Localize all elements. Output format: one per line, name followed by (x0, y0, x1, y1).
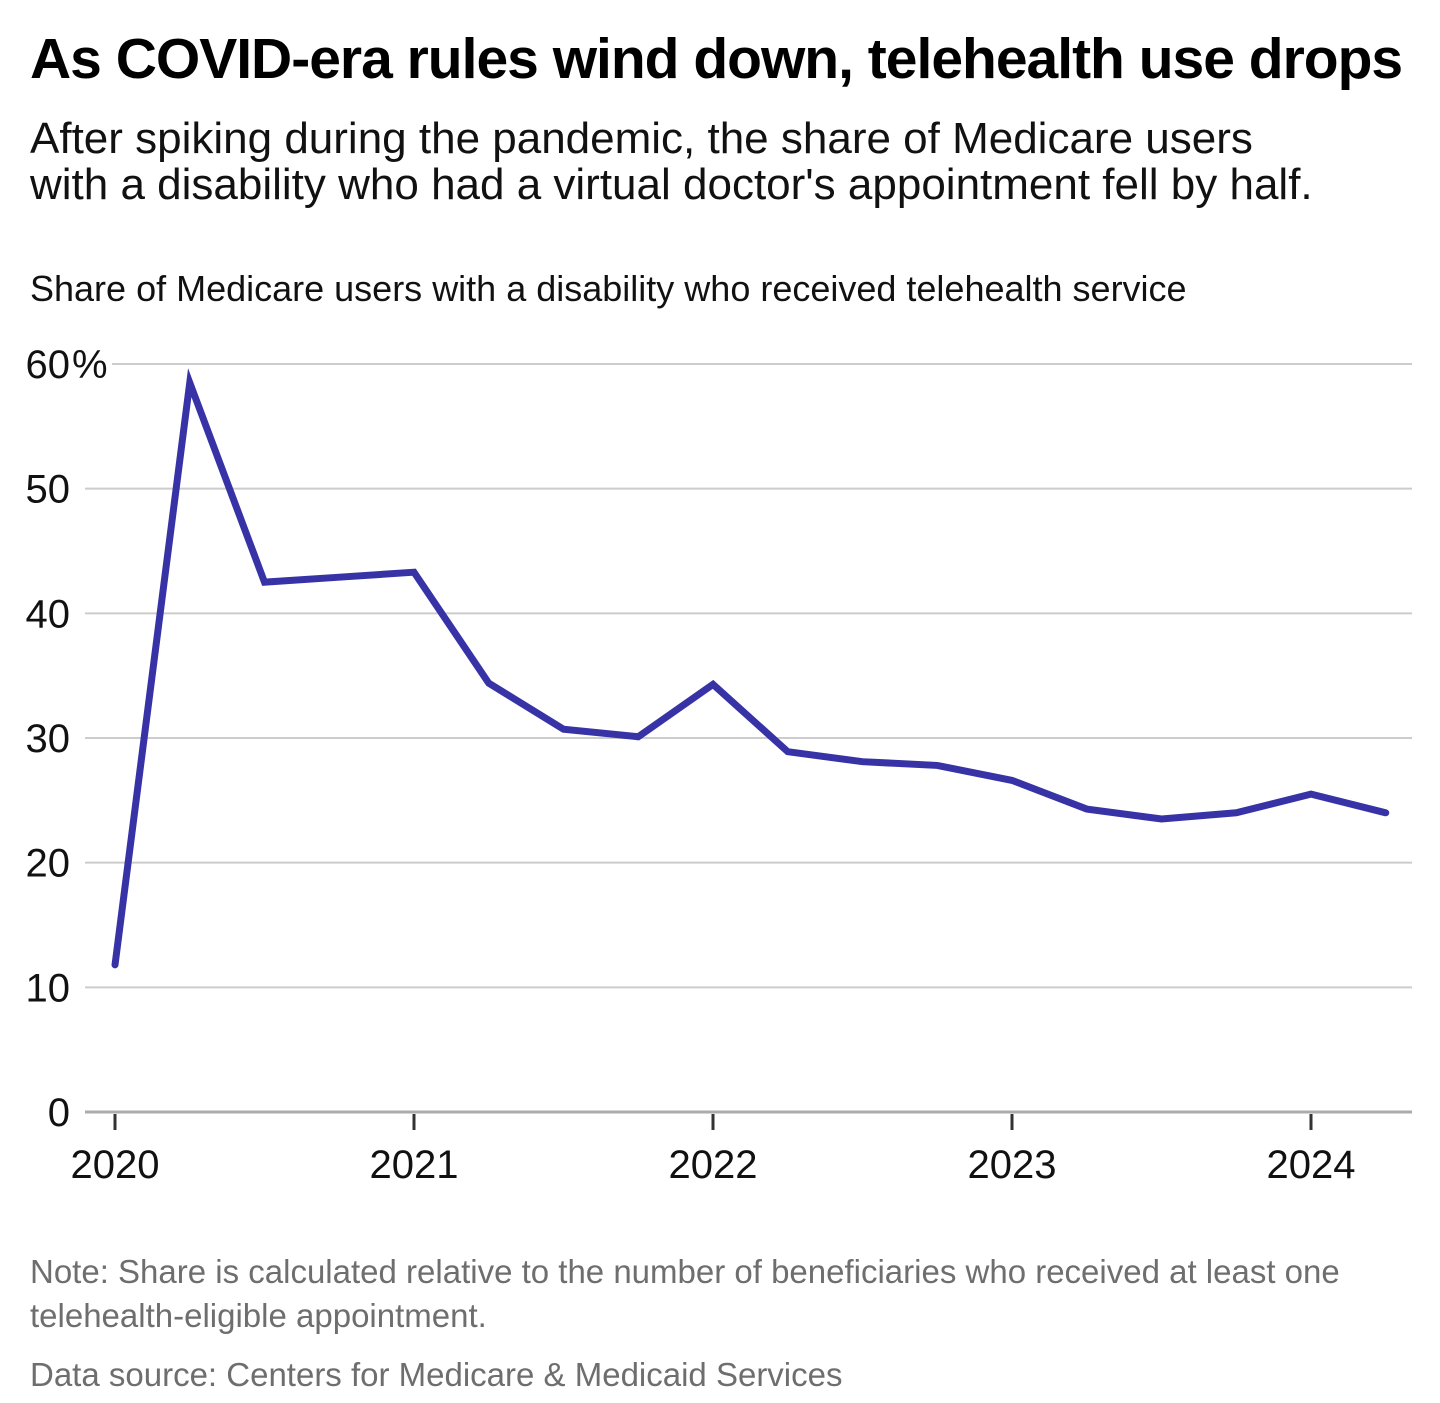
chart-title: As COVID-era rules wind down, telehealth… (30, 27, 1403, 91)
y-axis-label-50: 50 (26, 468, 71, 512)
x-axis-label-2021: 2021 (370, 1143, 459, 1187)
x-axis-label-2022: 2022 (669, 1143, 758, 1187)
telehealth-line-chart: 0 10 20 30 40 50 60 % 2020 2021 2022 2023 2024 (26, 343, 1412, 1187)
chart-subtitle: After spiking during the pandemic, the s… (30, 114, 1313, 209)
y-axis-unit-label: % (72, 343, 108, 387)
y-axis-label-10: 10 (26, 966, 71, 1010)
y-axis-label-20: 20 (26, 842, 71, 886)
y-axis-label-0: 0 (48, 1091, 70, 1135)
x-axis-label-2023: 2023 (968, 1143, 1057, 1187)
x-axis-label-2024: 2024 (1267, 1143, 1356, 1187)
source-text: Data source: Centers for Medicare & Medi… (30, 1356, 843, 1393)
y-axis-descriptor: Share of Medicare users with a disabilit… (30, 268, 1187, 309)
note-text: Note: Share is calculated relative to th… (30, 1253, 1340, 1334)
telehealth-share-line (111, 368, 1390, 969)
y-axis-label-40: 40 (26, 592, 71, 636)
x-axis-label-2020: 2020 (71, 1143, 160, 1187)
y-axis-label-30: 30 (26, 717, 71, 761)
y-axis-label-60: 60 (26, 343, 71, 387)
